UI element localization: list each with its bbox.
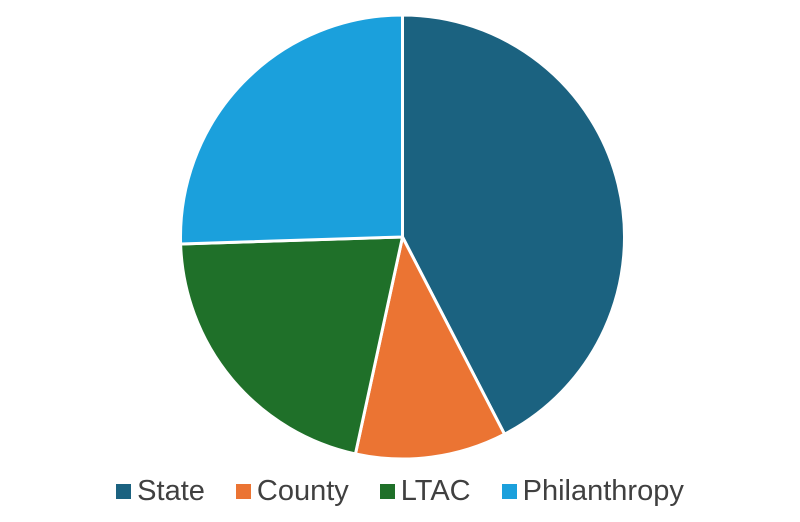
chart-legend: State County LTAC Philanthropy	[0, 474, 800, 508]
legend-swatch-ltac-icon	[379, 483, 395, 499]
legend-swatch-philanthropy-icon	[501, 483, 517, 499]
legend-label-state: State	[137, 474, 205, 507]
pie-slice-county	[353, 235, 507, 461]
legend-item-ltac: LTAC	[379, 474, 471, 507]
pie-slice-ltac	[179, 235, 404, 456]
legend-swatch-county-icon	[235, 483, 251, 499]
legend-item-county: County	[235, 474, 349, 507]
legend-swatch-state-icon	[116, 483, 132, 499]
legend-label-ltac: LTAC	[400, 474, 471, 507]
legend-item-philanthropy: Philanthropy	[501, 474, 684, 507]
legend-label-philanthropy: Philanthropy	[522, 474, 684, 507]
legend-item-state: State	[116, 474, 205, 507]
pie-slice-philanthropy	[179, 13, 404, 246]
legend-label-county: County	[256, 474, 349, 507]
pie-slice-state	[401, 13, 626, 436]
